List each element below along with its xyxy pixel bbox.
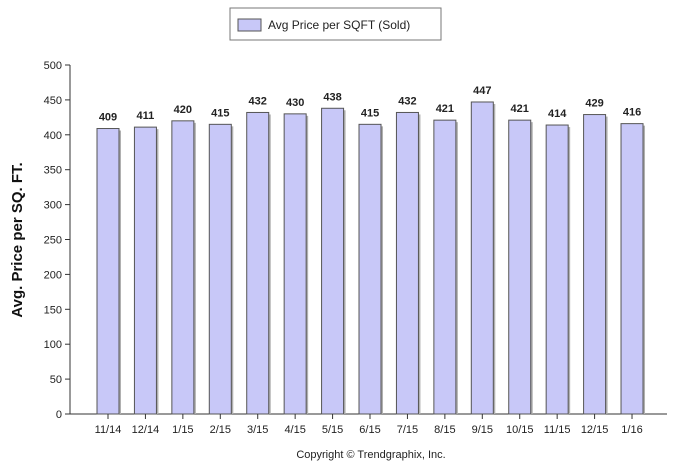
legend: Avg Price per SQFT (Sold) bbox=[229, 7, 442, 41]
bar-data-label: 420 bbox=[174, 104, 192, 116]
bar bbox=[583, 114, 607, 415]
bar-data-label: 447 bbox=[473, 85, 491, 97]
y-tick-label: 300 bbox=[44, 200, 62, 212]
bar bbox=[321, 107, 345, 415]
bar-data-label: 415 bbox=[361, 107, 379, 119]
bar-data-label: 411 bbox=[137, 110, 155, 122]
x-tick-label: 2/15 bbox=[210, 424, 231, 436]
bar bbox=[208, 123, 232, 415]
x-tick-label: 12/14 bbox=[132, 424, 160, 436]
bar-data-label: 430 bbox=[286, 97, 304, 109]
y-tick-label: 500 bbox=[44, 60, 62, 72]
bar bbox=[620, 123, 644, 415]
bar-data-label: 415 bbox=[211, 107, 229, 119]
bar bbox=[358, 123, 382, 415]
bar-data-label: 432 bbox=[398, 95, 416, 107]
bars: 409 411 420 415 432 430 438 415 432 421 447 421 414 4… bbox=[96, 85, 646, 415]
x-tick-label: 6/15 bbox=[359, 424, 380, 436]
x-tick-label: 9/15 bbox=[472, 424, 493, 436]
y-tick-label: 400 bbox=[44, 130, 62, 142]
bar bbox=[395, 111, 419, 415]
bar-data-label: 416 bbox=[623, 107, 641, 119]
y-tick-label: 250 bbox=[44, 235, 62, 247]
legend-box bbox=[229, 7, 442, 41]
x-tick-label: 7/15 bbox=[397, 424, 418, 436]
bar-data-label: 421 bbox=[436, 103, 454, 115]
bar-data-label: 429 bbox=[585, 98, 603, 110]
bar bbox=[246, 111, 270, 415]
y-tick-label: 150 bbox=[44, 304, 62, 316]
x-tick-label: 1/15 bbox=[172, 424, 193, 436]
bar bbox=[171, 120, 195, 415]
x-tick-label: 10/15 bbox=[506, 424, 534, 436]
y-tick-label: 450 bbox=[44, 95, 62, 107]
bar bbox=[96, 128, 120, 415]
y-tick-label: 0 bbox=[56, 409, 62, 421]
x-tick-label: 8/15 bbox=[434, 424, 455, 436]
bar-data-label: 438 bbox=[323, 91, 341, 103]
x-tick-label: 1/16 bbox=[621, 424, 642, 436]
bar bbox=[283, 113, 307, 415]
x-tick-label: 11/15 bbox=[544, 424, 571, 436]
y-tick-label: 350 bbox=[44, 165, 62, 177]
bar-data-label: 421 bbox=[511, 103, 529, 115]
x-tick-label: 4/15 bbox=[284, 424, 305, 436]
bar bbox=[133, 126, 157, 415]
bar-data-label: 409 bbox=[99, 112, 117, 124]
bar-data-label: 414 bbox=[548, 108, 567, 120]
legend-label: Avg Price per SQFT (Sold) bbox=[268, 18, 410, 32]
y-axis-ticks: 0 50 100 150 200 250 300 350 400 450 500 bbox=[44, 60, 70, 421]
x-tick-label: 12/15 bbox=[581, 424, 609, 436]
copyright-text: Copyright © Trendgraphix, Inc. bbox=[296, 449, 445, 461]
x-axis-ticks: 11/14 12/14 1/15 2/15 3/15 4/15 5/15 6/15 7/15 8/… bbox=[95, 414, 643, 436]
bar bbox=[470, 101, 494, 415]
x-tick-label: 5/15 bbox=[322, 424, 343, 436]
legend-swatch bbox=[237, 18, 262, 32]
y-tick-label: 100 bbox=[44, 339, 62, 351]
x-tick-label: 11/14 bbox=[95, 424, 122, 436]
bar bbox=[545, 124, 569, 415]
bar bbox=[433, 119, 457, 415]
bar-data-label: 432 bbox=[249, 95, 267, 107]
y-tick-label: 200 bbox=[44, 269, 62, 281]
y-tick-label: 50 bbox=[50, 374, 62, 386]
y-axis-title: Avg. Price per SQ. FT. bbox=[9, 162, 26, 317]
x-tick-label: 3/15 bbox=[247, 424, 268, 436]
bar bbox=[508, 119, 532, 415]
